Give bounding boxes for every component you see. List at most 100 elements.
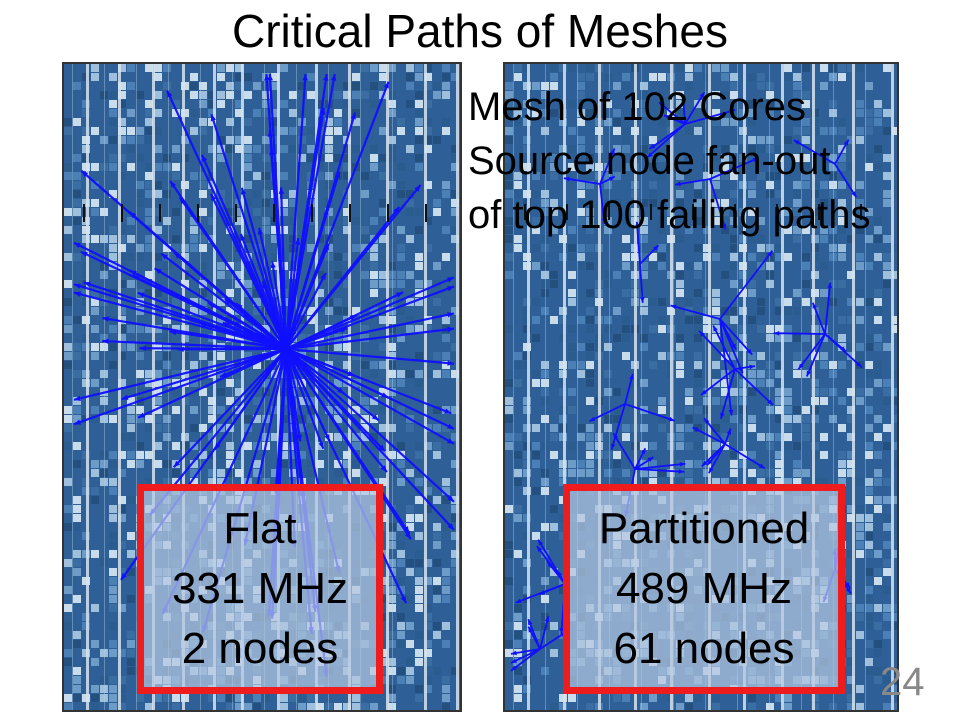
critical-path-line xyxy=(285,312,455,351)
partitioned-path-clusters xyxy=(510,91,863,672)
path-arrowhead xyxy=(74,242,81,249)
path-arrowhead xyxy=(318,441,324,449)
routing-column xyxy=(708,64,711,710)
path-arrowhead xyxy=(179,197,186,205)
path-arrowhead xyxy=(154,268,162,275)
critical-path-line xyxy=(709,157,759,180)
path-arrowhead xyxy=(559,628,565,634)
routing-column xyxy=(182,64,185,710)
path-arrowhead xyxy=(264,74,270,81)
path-arrowhead xyxy=(798,363,804,370)
path-arrowhead xyxy=(767,399,773,406)
path-arrowhead xyxy=(323,208,329,216)
critical-path-line xyxy=(285,327,348,351)
path-arrowhead xyxy=(692,427,699,432)
critical-path-line xyxy=(719,250,774,320)
path-arrowhead xyxy=(515,598,522,603)
path-arrowhead xyxy=(538,539,544,546)
path-arrowhead xyxy=(170,180,176,188)
path-arrowhead xyxy=(83,281,91,288)
path-arrowhead xyxy=(752,157,759,163)
path-arrowhead xyxy=(337,387,345,394)
critical-path-line xyxy=(285,348,388,473)
path-arrowhead xyxy=(403,526,410,533)
mesh-description: Mesh of 102 Cores Source node fan-out of… xyxy=(468,80,958,242)
critical-path-line xyxy=(83,281,287,351)
path-arrowhead xyxy=(731,343,736,350)
path-arrowhead xyxy=(647,152,653,158)
path-arrowhead xyxy=(320,272,326,280)
path-arrowhead xyxy=(444,408,452,414)
path-arrowhead xyxy=(659,102,665,108)
critical-path-line xyxy=(539,615,550,650)
critical-path-line xyxy=(824,333,863,369)
path-arrowhead xyxy=(699,331,705,337)
path-arrowhead xyxy=(102,338,109,345)
path-arrowhead xyxy=(511,665,517,671)
path-arrowhead xyxy=(670,304,677,310)
critical-path-line xyxy=(658,101,686,125)
critical-path-line xyxy=(670,304,721,320)
partitioned-label: Partitioned xyxy=(598,504,810,553)
path-arrowhead xyxy=(681,95,686,101)
path-arrowhead xyxy=(447,423,454,429)
path-arrowhead xyxy=(161,253,168,260)
routing-column xyxy=(812,64,815,710)
critical-path-line xyxy=(698,330,736,370)
routing-column xyxy=(424,64,427,710)
critical-path-line xyxy=(719,368,736,420)
path-arrowhead xyxy=(720,412,725,419)
path-arrowhead xyxy=(704,418,710,425)
path-arrowhead xyxy=(240,233,246,241)
critical-path-line xyxy=(624,403,676,422)
critical-path-line xyxy=(172,348,287,469)
path-arrowhead xyxy=(601,218,607,225)
flat-path-fanout xyxy=(73,73,455,677)
path-arrowhead xyxy=(536,546,543,552)
partitioned-frequency: 489 MHz xyxy=(615,564,793,613)
routing-column xyxy=(527,64,530,710)
critical-path-line xyxy=(239,233,288,350)
critical-path-line xyxy=(599,148,616,185)
path-arrowhead xyxy=(544,616,550,623)
path-arrowhead xyxy=(396,292,404,298)
path-arrowhead xyxy=(74,395,81,401)
path-arrowhead xyxy=(80,251,88,257)
path-arrowhead xyxy=(447,326,454,333)
path-arrowhead xyxy=(138,412,146,418)
critical-path-line xyxy=(599,183,606,225)
path-arrowhead xyxy=(349,315,357,321)
path-arrowhead xyxy=(749,364,755,370)
path-arrowhead xyxy=(220,371,228,377)
critical-path-line xyxy=(80,250,287,350)
path-arrowhead xyxy=(701,389,707,395)
path-arrowhead xyxy=(856,361,862,368)
critical-path-line xyxy=(219,347,287,378)
critical-path-line xyxy=(811,302,826,335)
path-arrowhead xyxy=(210,193,217,201)
path-arrowhead xyxy=(634,221,640,228)
path-arrowhead xyxy=(447,360,454,366)
path-arrowhead xyxy=(378,444,385,452)
path-arrowhead xyxy=(679,461,686,467)
description-line-fanout: Source node fan-out xyxy=(468,139,831,183)
path-arrowhead xyxy=(528,626,533,633)
critical-path-line xyxy=(209,193,287,350)
critical-path-line xyxy=(284,73,307,350)
slide-title: Critical Paths of Meshes xyxy=(232,5,728,57)
path-arrowhead xyxy=(610,443,616,450)
path-arrowhead xyxy=(663,115,670,120)
path-arrowhead xyxy=(240,187,247,195)
path-arrowhead xyxy=(707,459,713,466)
path-arrowhead xyxy=(257,227,264,235)
path-arrowhead xyxy=(400,596,407,604)
path-arrowhead xyxy=(726,428,732,435)
path-arrowhead xyxy=(447,438,454,444)
path-arrowhead xyxy=(563,176,570,182)
critical-path-line xyxy=(536,545,566,585)
path-arrowhead xyxy=(511,650,517,656)
critical-path-line xyxy=(284,73,328,350)
path-arrowhead xyxy=(173,460,181,468)
routing-column xyxy=(118,64,121,710)
critical-path-line xyxy=(284,348,325,450)
